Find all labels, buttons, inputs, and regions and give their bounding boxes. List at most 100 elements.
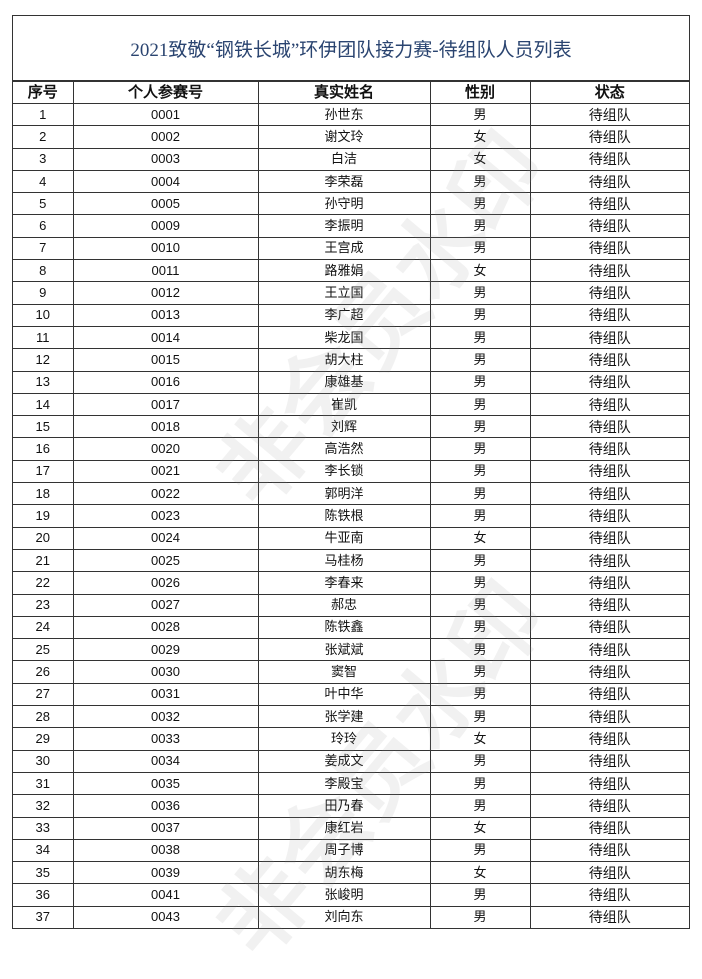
- cell-gender: 女: [429, 526, 531, 550]
- cell-status: 待组队: [529, 771, 689, 796]
- table-row: 31 0035 李殿宝男待组队: [13, 771, 689, 796]
- table-row: 28 0032 张学建男待组队: [13, 705, 689, 729]
- cell-bib-number: 0026: [72, 571, 259, 595]
- cell-real-name: 叶中华: [257, 682, 431, 707]
- column-header-real-name: 真实姓名: [257, 81, 431, 104]
- cell-real-name: 李振明: [257, 214, 431, 238]
- cell-status: 待组队: [529, 415, 689, 439]
- table-row: 5 0005 孙守明男待组队: [13, 192, 689, 216]
- cell-index: 24: [13, 615, 74, 640]
- cell-status: 待组队: [529, 259, 689, 283]
- cell-gender: 男: [429, 771, 531, 796]
- cell-gender: 男: [429, 281, 531, 305]
- table-row: 9 0012 王立国男待组队: [13, 281, 689, 305]
- cell-gender: 男: [429, 838, 531, 863]
- cell-gender: 男: [429, 169, 531, 194]
- table-row: 14 0017 崔凯男待组队: [13, 392, 689, 417]
- cell-bib-number: 0018: [72, 415, 259, 439]
- cell-real-name: 李长锁: [257, 459, 431, 484]
- table-row: 8 0011 路雅娟女待组队: [13, 259, 689, 283]
- table-row: 11 0014 柴龙国男待组队: [13, 325, 689, 350]
- cell-gender: 男: [429, 705, 531, 729]
- cell-real-name: 李殿宝: [257, 771, 431, 796]
- cell-status: 待组队: [529, 548, 689, 573]
- cell-real-name: 孙世东: [257, 102, 431, 127]
- cell-status: 待组队: [529, 147, 689, 171]
- cell-index: 18: [13, 482, 74, 506]
- cell-gender: 男: [429, 392, 531, 417]
- cell-status: 待组队: [529, 905, 689, 929]
- cell-status: 待组队: [529, 102, 689, 127]
- cell-bib-number: 0037: [72, 816, 259, 840]
- cell-index: 21: [13, 548, 74, 573]
- cell-index: 8: [13, 259, 74, 283]
- cell-index: 37: [13, 905, 74, 929]
- table-row: 18 0022 郭明洋男待组队: [13, 482, 689, 506]
- cell-gender: 男: [429, 638, 531, 662]
- cell-status: 待组队: [529, 504, 689, 528]
- cell-real-name: 郝忠: [257, 593, 431, 617]
- cell-bib-number: 0036: [72, 794, 259, 818]
- table-row: 33 0037 康红岩女待组队: [13, 816, 689, 840]
- cell-index: 10: [13, 303, 74, 327]
- cell-real-name: 路雅娟: [257, 259, 431, 283]
- cell-gender: 男: [429, 325, 531, 350]
- table-row: 13 0016 康雄基男待组队: [13, 370, 689, 394]
- cell-index: 15: [13, 415, 74, 439]
- cell-bib-number: 0001: [72, 102, 259, 127]
- cell-status: 待组队: [529, 682, 689, 707]
- cell-gender: 女: [429, 259, 531, 283]
- cell-bib-number: 0024: [72, 526, 259, 550]
- cell-bib-number: 0034: [72, 749, 259, 773]
- cell-real-name: 谢文玲: [257, 125, 431, 149]
- cell-real-name: 王宫成: [257, 236, 431, 261]
- cell-index: 2: [13, 125, 74, 149]
- cell-gender: 男: [429, 749, 531, 773]
- cell-gender: 男: [429, 593, 531, 617]
- cell-status: 待组队: [529, 727, 689, 751]
- table-row: 29 0033 玲玲女待组队: [13, 727, 689, 751]
- cell-gender: 男: [429, 883, 531, 907]
- table-row: 27 0031 叶中华男待组队: [13, 682, 689, 707]
- cell-bib-number: 0009: [72, 214, 259, 238]
- cell-gender: 男: [429, 794, 531, 818]
- cell-bib-number: 0022: [72, 482, 259, 506]
- table-row: 20 0024 牛亚南女待组队: [13, 526, 689, 550]
- cell-index: 23: [13, 593, 74, 617]
- cell-status: 待组队: [529, 526, 689, 550]
- cell-gender: 男: [429, 437, 531, 461]
- page-title: 2021致敬“钢铁长城”环伊团队接力赛-待组队人员列表: [13, 16, 689, 81]
- cell-index: 25: [13, 638, 74, 662]
- cell-bib-number: 0021: [72, 459, 259, 484]
- cell-bib-number: 0004: [72, 169, 259, 194]
- cell-index: 29: [13, 727, 74, 751]
- table-row: 34 0038 周子博男待组队: [13, 838, 689, 863]
- cell-gender: 男: [429, 370, 531, 394]
- cell-bib-number: 0014: [72, 325, 259, 350]
- cell-status: 待组队: [529, 883, 689, 907]
- cell-bib-number: 0015: [72, 348, 259, 372]
- table-row: 32 0036 田乃春男待组队: [13, 794, 689, 818]
- cell-gender: 男: [429, 415, 531, 439]
- cell-real-name: 高浩然: [257, 437, 431, 461]
- cell-status: 待组队: [529, 325, 689, 350]
- cell-status: 待组队: [529, 192, 689, 216]
- cell-gender: 男: [429, 504, 531, 528]
- cell-gender: 男: [429, 571, 531, 595]
- cell-gender: 男: [429, 192, 531, 216]
- cell-status: 待组队: [529, 437, 689, 461]
- table-row: 26 0030 窦智男待组队: [13, 660, 689, 684]
- cell-bib-number: 0002: [72, 125, 259, 149]
- cell-status: 待组队: [529, 348, 689, 372]
- cell-bib-number: 0005: [72, 192, 259, 216]
- cell-gender: 男: [429, 905, 531, 929]
- cell-index: 17: [13, 459, 74, 484]
- table-row: 10 0013 李广超男待组队: [13, 303, 689, 327]
- table-header-row: 序号 个人参赛号 真实姓名 性别 状态: [13, 81, 689, 104]
- cell-bib-number: 0028: [72, 615, 259, 640]
- cell-real-name: 胡东梅: [257, 861, 431, 885]
- column-header-status: 状态: [529, 81, 689, 104]
- table-row: 25 0029 张斌斌男待组队: [13, 638, 689, 662]
- table-row: 19 0023 陈铁根男待组队: [13, 504, 689, 528]
- cell-status: 待组队: [529, 615, 689, 640]
